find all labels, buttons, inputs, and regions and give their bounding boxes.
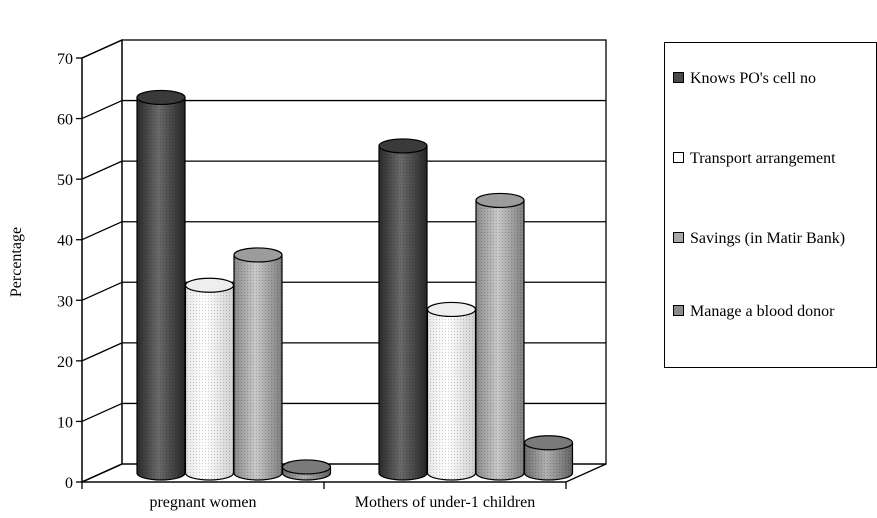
y-tick-label: 20 xyxy=(57,354,73,371)
bar xyxy=(378,138,428,481)
y-axis: 0 10 20 30 40 50 60 70 xyxy=(57,51,83,492)
bar-top xyxy=(426,301,477,318)
bar-top xyxy=(184,277,235,293)
gridline-side xyxy=(81,99,123,120)
gridline-side xyxy=(81,39,123,59)
bar-texture xyxy=(379,145,427,480)
bar xyxy=(233,247,283,481)
gridline-side xyxy=(81,402,123,423)
legend-label-4: Manage a blood donor xyxy=(690,303,835,320)
x-tick-label: Mothers of under-1 children xyxy=(355,494,536,511)
bar-top xyxy=(475,192,525,209)
bar xyxy=(281,459,332,481)
bar-texture xyxy=(234,254,282,480)
legend-swatch-3 xyxy=(673,232,684,243)
bar-texture xyxy=(524,442,573,481)
bar xyxy=(426,301,477,481)
side-wall xyxy=(81,38,123,484)
legend-label-1: Knows PO's cell no xyxy=(690,70,816,87)
y-tick-label: 40 xyxy=(57,233,73,250)
y-tick-label: 10 xyxy=(57,414,73,431)
legend-swatch-1 xyxy=(673,72,684,83)
bar-texture xyxy=(476,200,524,480)
y-tick-label: 30 xyxy=(57,293,73,310)
legend-label-2: Transport arrangement xyxy=(690,150,836,167)
legend-swatch-2 xyxy=(673,152,684,163)
bar-top xyxy=(523,435,574,451)
legend-label-3: Savings (in Matir Bank) xyxy=(690,230,846,247)
x-tick-label: pregnant women xyxy=(149,494,256,511)
y-tick-label: 60 xyxy=(57,112,73,129)
bar-top xyxy=(136,89,186,106)
bar xyxy=(184,277,235,481)
bar-texture xyxy=(427,309,476,481)
y-tick-label: 50 xyxy=(57,172,73,189)
bar xyxy=(136,89,186,481)
y-axis-label: Percentage xyxy=(8,227,25,297)
y-tick-label: 0 xyxy=(65,475,73,492)
bars xyxy=(136,89,574,481)
bar-top xyxy=(378,138,428,154)
legend-swatch-4 xyxy=(673,305,684,316)
x-axis: pregnant women Mothers of under-1 childre… xyxy=(81,481,567,511)
bar-top xyxy=(233,247,283,263)
gridline-side xyxy=(81,160,123,180)
y-tick-label: 70 xyxy=(57,51,73,68)
bar-texture xyxy=(185,285,234,481)
bar-texture xyxy=(137,97,185,480)
gridline-side xyxy=(81,221,123,241)
gridline-side xyxy=(81,342,123,362)
bar xyxy=(475,192,525,481)
gridline-side xyxy=(81,281,123,301)
legend: Knows PO's cell no Transport arrangement… xyxy=(664,42,877,368)
bar-top xyxy=(281,459,332,475)
gridline-side xyxy=(81,463,123,483)
bar xyxy=(523,435,574,481)
